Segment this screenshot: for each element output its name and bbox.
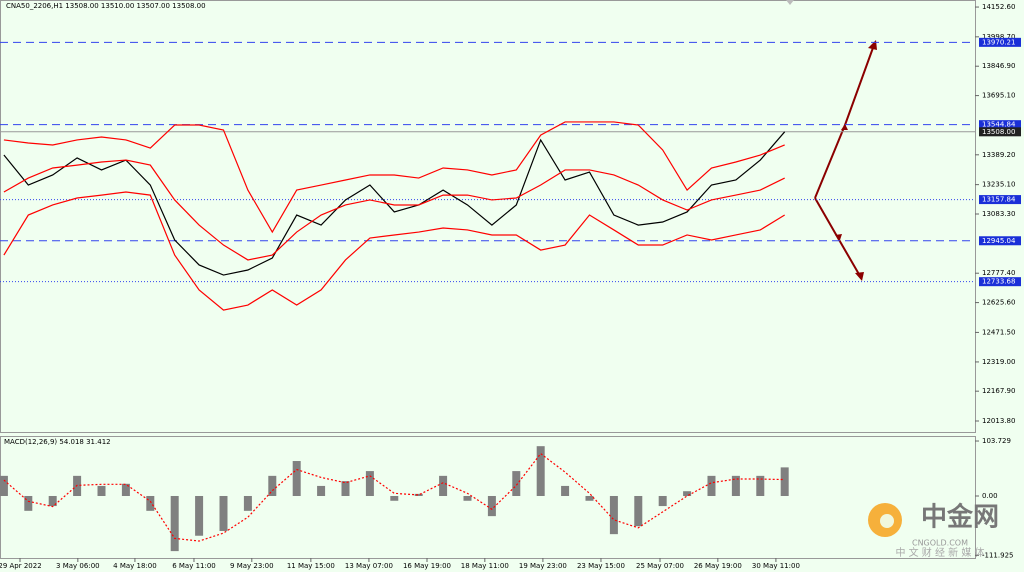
macd-bar — [683, 491, 692, 496]
watermark-tagline: 中 文 财 经 新 媒 体 — [895, 546, 984, 559]
x-tick-label: 23 May 15:00 — [577, 562, 625, 570]
x-tick-label: 18 May 11:00 — [461, 562, 509, 570]
macd-bar — [512, 471, 521, 496]
level-label: 13970.21 — [982, 38, 1015, 46]
y-tick-label: 12167.90 — [982, 387, 1015, 395]
watermark-logo: 中金网 — [921, 502, 999, 533]
macd-bar — [365, 471, 374, 496]
macd-bar — [439, 475, 448, 496]
macd-bar — [609, 495, 618, 535]
x-tick-label: 16 May 19:00 — [403, 562, 451, 570]
x-tick-label: 29 Apr 2022 — [0, 562, 42, 570]
y-tick-label: 13235.10 — [982, 181, 1015, 189]
mid-arrowhead — [835, 234, 842, 240]
x-tick-label: 11 May 15:00 — [287, 562, 335, 570]
mid-arrowhead — [841, 124, 848, 130]
macd-bar — [707, 475, 716, 496]
macd-bar — [317, 485, 326, 496]
macd-bar — [195, 495, 204, 536]
down-arrowhead — [855, 272, 864, 281]
y-tick-label: 12319.00 — [982, 358, 1015, 366]
macd-bar — [487, 495, 496, 517]
macd-title: MACD(12,26,9) 54.018 31.412 — [4, 438, 111, 446]
level-label: 13157.84 — [982, 196, 1016, 204]
x-tick-label: 4 May 18:00 — [113, 562, 157, 570]
macd-bar — [146, 495, 155, 511]
macd-bar — [658, 495, 667, 507]
y-tick-label: 12777.40 — [982, 269, 1015, 277]
y-tick-label: 13998.70 — [982, 33, 1015, 41]
macd-bar — [48, 495, 57, 507]
x-tick-label: 6 May 11:00 — [172, 562, 216, 570]
y-tick-label: 13389.20 — [982, 151, 1015, 159]
level-label-box — [979, 37, 1021, 47]
y-tick-label: 12013.80 — [982, 417, 1015, 425]
chart-title: CNA50_2206,H1 13508.00 13510.00 13507.00… — [6, 2, 206, 10]
macd-bar — [731, 475, 740, 496]
macd-bar — [268, 475, 277, 496]
macd-bar — [121, 483, 130, 496]
band-line — [3, 191, 785, 311]
x-tick-label: 3 May 06:00 — [56, 562, 100, 570]
macd-bar — [536, 446, 545, 496]
y-tick-label: 13695.10 — [982, 92, 1015, 100]
macd-bar — [463, 495, 472, 501]
macd-bar — [170, 495, 179, 552]
x-tick-label: 26 May 19:00 — [694, 562, 742, 570]
macd-bar — [341, 481, 350, 496]
level-label: 12945.04 — [982, 237, 1016, 245]
macd-bar — [561, 485, 570, 496]
y-tick-label: 13846.90 — [982, 62, 1015, 70]
macd-bar — [219, 495, 228, 531]
x-tick-label: 30 May 11:00 — [752, 562, 800, 570]
macd-bar — [585, 495, 594, 501]
main-frame — [0, 0, 976, 433]
macd-bar — [24, 495, 33, 511]
level-label-box — [979, 120, 1021, 130]
y-tick-label: 13083.30 — [982, 210, 1015, 218]
level-label-box — [979, 277, 1021, 287]
macd-frame — [0, 436, 976, 559]
level-label: 13508.00 — [982, 128, 1015, 136]
macd-bar — [780, 467, 789, 496]
macd-bar — [243, 495, 252, 511]
x-tick-label: 13 May 07:00 — [345, 562, 393, 570]
y-tick-label: 12471.50 — [982, 328, 1015, 336]
macd-bar — [292, 461, 301, 496]
level-label: 12733.68 — [982, 278, 1015, 286]
level-label-box — [979, 236, 1021, 246]
y-tick-label: 14152.60 — [982, 3, 1015, 11]
y-tick-label: -111.925 — [982, 551, 1013, 559]
macd-bar — [756, 475, 765, 496]
level-label: 13544.84 — [982, 121, 1016, 129]
level-label-box — [979, 195, 1021, 205]
y-tick-label: 103.729 — [982, 437, 1011, 445]
macd-bar — [634, 495, 643, 527]
macd-bar — [414, 493, 423, 496]
signal-line — [3, 452, 785, 542]
x-tick-label: 9 May 23:00 — [230, 562, 274, 570]
x-tick-label: 25 May 07:00 — [636, 562, 684, 570]
watermark-site: CNGOLD.COM — [912, 539, 968, 548]
macd-bar — [97, 485, 106, 496]
macd-bar — [0, 475, 8, 496]
y-tick-label: 12625.60 — [982, 299, 1015, 307]
band-line — [3, 159, 785, 261]
price-line — [3, 131, 786, 276]
x-tick-label: 19 May 23:00 — [519, 562, 567, 570]
level-label-box — [979, 127, 1021, 137]
y-tick-label: 0.00 — [982, 492, 998, 500]
macd-bar — [390, 495, 399, 501]
shift-marker — [786, 0, 794, 5]
logo-icon — [880, 514, 894, 528]
band-line — [3, 121, 785, 234]
